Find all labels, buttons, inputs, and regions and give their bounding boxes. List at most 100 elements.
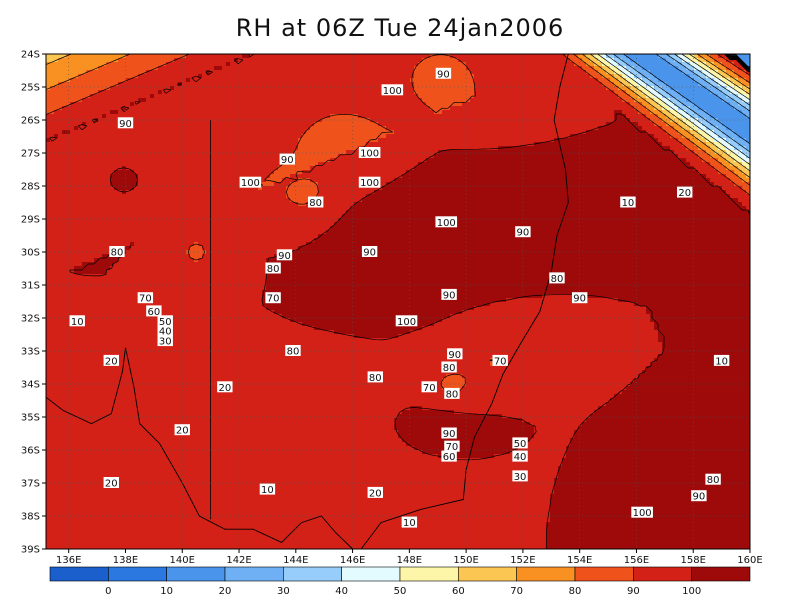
contour-label: 50 [157, 315, 173, 328]
contour-label-text: 80 [287, 347, 300, 358]
contour-label-box [358, 176, 381, 188]
contour-label: 70 [137, 292, 154, 305]
contour-label-box [713, 354, 730, 366]
colorbar-swatch [574, 566, 634, 582]
contour-label-box [691, 490, 707, 502]
coastline [45, 53, 569, 550]
contour-label: 10 [620, 196, 636, 209]
contour-label: 10 [401, 516, 418, 529]
contour-label-text: 70 [423, 383, 436, 394]
contour-label: 100 [239, 176, 262, 189]
contour-label: 90 [117, 117, 134, 130]
contour-label-text: 50 [159, 317, 172, 328]
contour-label-box [441, 361, 457, 373]
colorbar-swatch [691, 566, 751, 582]
contour-label-box [401, 516, 418, 528]
contour-label-text: 100 [437, 218, 456, 229]
contour-label-box [279, 153, 295, 165]
contour-label: 100 [631, 506, 653, 519]
contour-label-text: 90 [278, 251, 291, 262]
contour-label: 40 [512, 450, 528, 463]
y-tick-label: 38S [21, 512, 40, 523]
y-tick-label: 34S [21, 380, 40, 391]
contour-label: 30 [157, 335, 173, 348]
contour-label-text: 60 [148, 307, 161, 318]
contour-label-box [367, 371, 383, 383]
contour-label-box [444, 440, 460, 452]
contour-label-text: 80 [111, 248, 124, 259]
contour-label-box [631, 506, 653, 518]
contour-label-box [239, 176, 262, 188]
contour-label-text: 90 [448, 350, 461, 361]
x-axis-ticks: 136E 138E 140E 142E 144E 146E 148E 150E 152E 154E… [56, 549, 763, 566]
colorbar-swatch [458, 566, 517, 582]
contour-label: 20 [677, 186, 693, 199]
colorbar-label: 30 [277, 586, 290, 597]
contour-label-box [512, 450, 528, 462]
colorbar-label: 40 [335, 586, 348, 597]
contour-label-box [137, 292, 154, 304]
contour-label-text: 90 [443, 290, 456, 301]
contour-label: 40 [157, 325, 173, 338]
y-tick-label: 26S [21, 116, 40, 127]
x-tick-label: 160E [737, 555, 762, 566]
contour-label-text: 20 [218, 383, 231, 394]
contour-label: 80 [441, 361, 457, 374]
contour-label-box [705, 473, 721, 485]
contour-label: 90 [276, 249, 293, 262]
contour-label-text: 80 [446, 389, 459, 400]
contour-label-text: 10 [622, 198, 635, 209]
contour-label-box [441, 427, 457, 439]
contour-label-text: 80 [443, 363, 456, 374]
contour-label: 90 [691, 490, 707, 503]
contour-label-text: 30 [159, 337, 172, 348]
contour-label: 80 [705, 473, 721, 486]
colorbar-swatch [341, 566, 401, 582]
contour-label-text: 70 [267, 294, 280, 305]
contour-label-text: 90 [363, 248, 376, 259]
contour-label-box [395, 315, 418, 327]
contour-label-text: 80 [707, 475, 720, 486]
x-tick-label: 142E [226, 555, 251, 566]
contour-label-text: 50 [514, 439, 527, 450]
contour-label-box [69, 315, 85, 327]
colorbar-label: 10 [160, 586, 173, 597]
contour-label-text: 100 [241, 178, 260, 189]
contour-label-text: 80 [369, 373, 382, 384]
contour-label-text: 40 [159, 327, 172, 338]
rh-contour-lines [45, 53, 751, 549]
contour-label: 90 [441, 427, 457, 440]
contour-label: 20 [103, 354, 119, 367]
contour-label-box [435, 67, 452, 79]
contour-label: 70 [421, 381, 437, 394]
contour-label-box [307, 196, 324, 208]
contour-label-box [492, 354, 508, 366]
contour-label-box [103, 354, 119, 366]
contour-label: 20 [103, 477, 119, 490]
contour-label: 70 [492, 354, 508, 367]
contour-label-box [549, 272, 565, 284]
rh-filled-contours [46, 54, 750, 549]
contour-label-box [285, 345, 301, 356]
contour-label-text: 30 [514, 472, 527, 483]
y-tick-label: 30S [21, 248, 40, 259]
contour-label-box [265, 292, 281, 304]
contour-label-box [157, 315, 173, 327]
x-tick-label: 152E [510, 555, 535, 566]
contour-label-text: 80 [309, 198, 322, 209]
y-tick-label: 31S [21, 281, 40, 292]
contour-label-text: 90 [119, 119, 132, 130]
colorbar-swatch [516, 566, 576, 582]
contour-label-box [217, 381, 233, 393]
contour-label-text: 70 [446, 442, 459, 453]
contour-label: 100 [358, 147, 381, 160]
contour-label: 100 [381, 84, 404, 97]
contour-label-text: 80 [267, 264, 280, 275]
contour-label-text: 70 [139, 294, 152, 305]
contour-label-box [361, 246, 378, 257]
y-tick-label: 39S [21, 545, 40, 556]
contour-label: 60 [146, 305, 162, 318]
contour-label: 20 [217, 381, 233, 394]
contour-label-text: 20 [105, 356, 118, 367]
